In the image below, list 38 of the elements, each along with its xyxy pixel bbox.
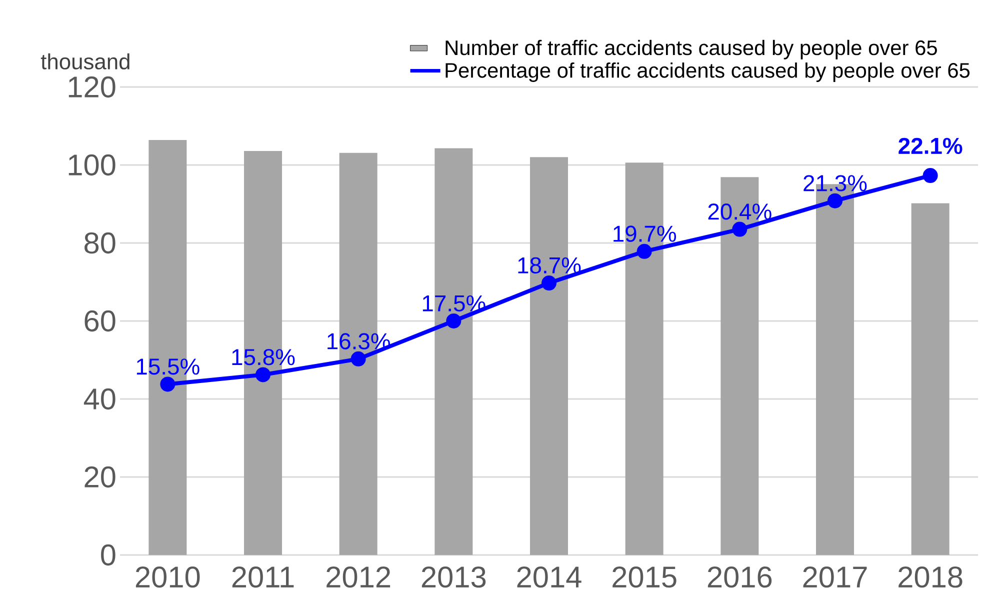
x-tick-label: 2013: [422, 566, 486, 588]
y-tick-label: 120: [68, 76, 116, 98]
point: [446, 313, 462, 328]
data-label: 18.7%: [518, 257, 581, 274]
x-tick-label: 2017: [803, 566, 867, 588]
point: [256, 367, 271, 382]
y-tick-label: 100: [68, 154, 116, 176]
y-tick-label: 0: [101, 544, 116, 566]
point: [828, 193, 842, 208]
data-label: 21.3%: [804, 175, 867, 192]
point: [160, 376, 176, 392]
data-label: 17.5%: [422, 295, 486, 312]
x-tick-label: 2011: [232, 566, 294, 588]
point: [732, 222, 748, 237]
legend-label: Percentage of traffic accidents caused by people over 65: [446, 62, 970, 82]
data-label: 15.5%: [136, 358, 200, 375]
point: [350, 351, 366, 366]
data-label: 22.1%: [898, 138, 962, 154]
data-label: 20.4%: [708, 204, 772, 220]
point: [542, 276, 557, 291]
data-label: 15.8%: [232, 348, 295, 366]
data-label: 19.7%: [614, 226, 676, 242]
point: [636, 244, 652, 259]
data-label: 16.3%: [328, 333, 390, 350]
x-tick-label: 2010: [136, 566, 200, 588]
y-tick-label: 20: [84, 466, 116, 488]
legend-label: Number of traffic accidents caused by people over 65: [446, 40, 937, 60]
y-tick-label: 60: [84, 310, 116, 332]
bar: [911, 203, 950, 555]
x-tick-label: 2012: [326, 566, 390, 588]
x-tick-label: 2014: [517, 566, 582, 588]
x-tick-label: 2015: [612, 566, 676, 588]
x-tick-label: 2016: [708, 566, 772, 588]
y-axis-title: thousand: [40, 53, 130, 70]
point: [922, 168, 938, 184]
y-tick-label: 80: [84, 232, 116, 254]
x-tick-label: 2018: [898, 566, 962, 588]
y-tick-label: 40: [84, 388, 116, 410]
